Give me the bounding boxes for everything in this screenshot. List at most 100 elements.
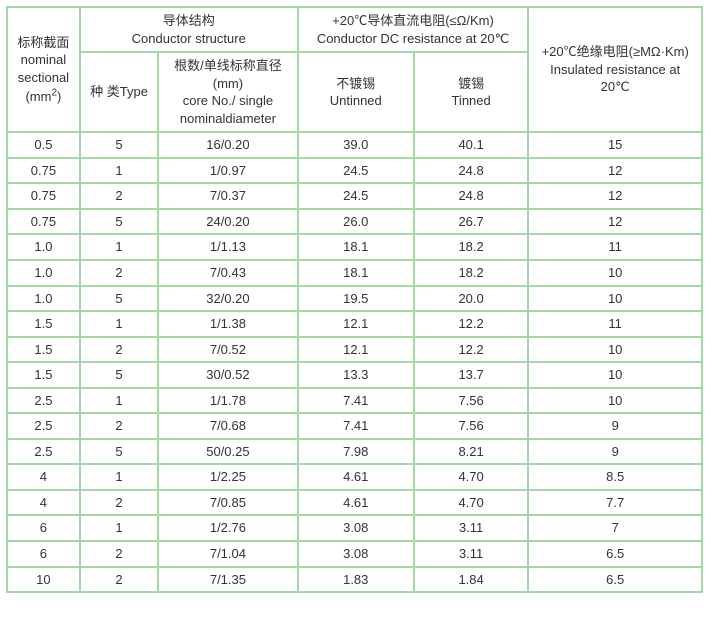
cell-insulated: 10	[529, 287, 701, 311]
cell-nominal: 6	[8, 542, 79, 566]
cell-untinned: 7.41	[299, 389, 413, 413]
cell-tinned: 24.8	[415, 159, 528, 183]
header-cs-cn: 导体结构	[163, 13, 215, 28]
cell-insulated: 12	[529, 210, 701, 234]
conductor-spec-table: 标称截面 nominal sectional (mm2) 导体结构 Conduc…	[6, 6, 703, 593]
cell-untinned: 18.1	[299, 261, 413, 285]
cell-untinned: 4.61	[299, 465, 413, 489]
cell-core: 30/0.52	[159, 363, 296, 387]
cell-insulated: 11	[529, 312, 701, 336]
table-row: 411/2.254.614.708.5	[8, 465, 701, 489]
table-header: 标称截面 nominal sectional (mm2) 导体结构 Conduc…	[8, 8, 701, 131]
cell-type: 2	[81, 491, 157, 515]
table-row: 1027/1.351.831.846.5	[8, 568, 701, 592]
cell-untinned: 24.5	[299, 184, 413, 208]
cell-tinned: 12.2	[415, 312, 528, 336]
cell-core: 7/1.04	[159, 542, 296, 566]
cell-tinned: 7.56	[415, 389, 528, 413]
cell-core: 24/0.20	[159, 210, 296, 234]
cell-core: 7/0.43	[159, 261, 296, 285]
table-row: 427/0.854.614.707.7	[8, 491, 701, 515]
header-insul-en: Insulated resistance at 20℃	[550, 62, 680, 95]
table-row: 0.75524/0.2026.026.712	[8, 210, 701, 234]
cell-nominal: 4	[8, 491, 79, 515]
table-row: 0.7527/0.3724.524.812	[8, 184, 701, 208]
cell-insulated: 7.7	[529, 491, 701, 515]
cell-core: 7/0.85	[159, 491, 296, 515]
header-cs-en: Conductor structure	[132, 31, 246, 46]
cell-untinned: 19.5	[299, 287, 413, 311]
header-insulated: +20℃绝缘电阻(≥MΩ·Km) Insulated resistance at…	[529, 8, 701, 131]
cell-insulated: 9	[529, 440, 701, 464]
cell-type: 2	[81, 338, 157, 362]
cell-nominal: 0.75	[8, 210, 79, 234]
cell-nominal: 1.0	[8, 261, 79, 285]
header-nominal-en: nominal sectional	[18, 52, 69, 85]
header-core-en: core No./ single nominaldiameter	[180, 93, 276, 126]
table-row: 627/1.043.083.116.5	[8, 542, 701, 566]
cell-untinned: 7.41	[299, 414, 413, 438]
header-nominal-cn: 标称截面	[17, 35, 69, 50]
cell-core: 1/2.76	[159, 516, 296, 540]
cell-tinned: 4.70	[415, 465, 528, 489]
header-core-unit: (mm)	[213, 76, 243, 91]
cell-tinned: 20.0	[415, 287, 528, 311]
cell-tinned: 24.8	[415, 184, 528, 208]
cell-nominal: 2.5	[8, 414, 79, 438]
cell-untinned: 3.08	[299, 542, 413, 566]
cell-type: 2	[81, 542, 157, 566]
cell-tinned: 13.7	[415, 363, 528, 387]
cell-core: 1/0.97	[159, 159, 296, 183]
cell-insulated: 11	[529, 235, 701, 259]
header-core-cn: 根数/单线标称直径	[174, 58, 282, 73]
cell-nominal: 1.5	[8, 338, 79, 362]
header-insul-cn: +20℃绝缘电阻(≥MΩ·Km)	[542, 44, 689, 59]
cell-untinned: 3.08	[299, 516, 413, 540]
cell-type: 2	[81, 568, 157, 592]
cell-type: 1	[81, 465, 157, 489]
cell-tinned: 8.21	[415, 440, 528, 464]
header-untinned-cn: 不镀锡	[336, 76, 375, 91]
cell-type: 2	[81, 184, 157, 208]
cell-nominal: 0.75	[8, 159, 79, 183]
cell-type: 2	[81, 261, 157, 285]
cell-insulated: 12	[529, 159, 701, 183]
header-dc-en: Conductor DC resistance at 20℃	[317, 31, 509, 46]
cell-nominal: 10	[8, 568, 79, 592]
table-row: 1.027/0.4318.118.210	[8, 261, 701, 285]
cell-core: 7/1.35	[159, 568, 296, 592]
cell-untinned: 1.83	[299, 568, 413, 592]
table-row: 1.527/0.5212.112.210	[8, 338, 701, 362]
cell-type: 5	[81, 287, 157, 311]
cell-core: 32/0.20	[159, 287, 296, 311]
cell-tinned: 26.7	[415, 210, 528, 234]
table-body: 0.5516/0.2039.040.1150.7511/0.9724.524.8…	[8, 133, 701, 591]
cell-untinned: 12.1	[299, 338, 413, 362]
cell-nominal: 1.0	[8, 235, 79, 259]
header-type-en: Type	[120, 84, 148, 99]
cell-nominal: 1.5	[8, 312, 79, 336]
cell-type: 5	[81, 440, 157, 464]
cell-nominal: 0.75	[8, 184, 79, 208]
cell-type: 5	[81, 133, 157, 157]
cell-untinned: 26.0	[299, 210, 413, 234]
cell-type: 1	[81, 235, 157, 259]
cell-core: 7/0.37	[159, 184, 296, 208]
cell-core: 1/1.78	[159, 389, 296, 413]
cell-untinned: 39.0	[299, 133, 413, 157]
cell-core: 1/1.13	[159, 235, 296, 259]
cell-core: 1/1.38	[159, 312, 296, 336]
cell-insulated: 8.5	[529, 465, 701, 489]
cell-untinned: 24.5	[299, 159, 413, 183]
cell-untinned: 12.1	[299, 312, 413, 336]
cell-type: 5	[81, 210, 157, 234]
cell-core: 50/0.25	[159, 440, 296, 464]
cell-tinned: 4.70	[415, 491, 528, 515]
cell-core: 7/0.68	[159, 414, 296, 438]
table-row: 1.5530/0.5213.313.710	[8, 363, 701, 387]
cell-type: 1	[81, 159, 157, 183]
cell-insulated: 10	[529, 363, 701, 387]
cell-tinned: 1.84	[415, 568, 528, 592]
cell-core: 1/2.25	[159, 465, 296, 489]
cell-insulated: 10	[529, 261, 701, 285]
